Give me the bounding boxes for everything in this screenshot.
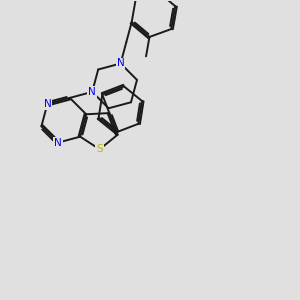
Text: S: S (96, 144, 103, 154)
Text: N: N (88, 87, 96, 97)
Text: N: N (44, 99, 51, 109)
Text: N: N (54, 138, 62, 148)
Text: N: N (117, 58, 124, 68)
